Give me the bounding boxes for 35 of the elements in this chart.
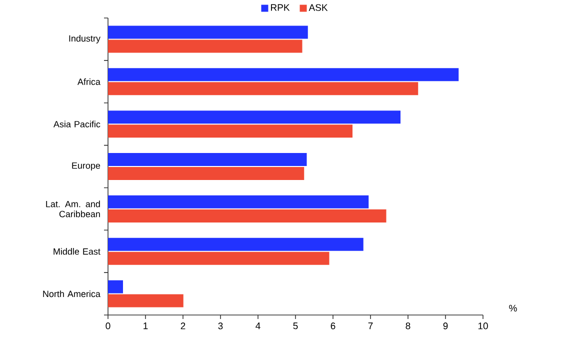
legend-label: RPK [271,4,290,11]
bar [108,68,459,82]
x-tick-label: 4 [256,322,260,330]
y-tick-label: Africa [77,78,100,85]
x-tick-label: 2 [180,322,186,330]
bar [108,209,386,222]
bar [108,167,304,180]
y-tick-label: Industry [69,35,100,44]
bar [108,26,308,39]
y-tick-label: Middle East [54,248,100,255]
bar [108,110,401,124]
bar [108,294,184,308]
bar [108,82,418,96]
bar [108,195,369,208]
legend-label: ASK [308,4,328,11]
bar [108,238,364,251]
x-tick-label: 7 [368,322,373,330]
x-tick-label: 6 [330,322,336,330]
x-axis-title: % [509,304,517,312]
bar [108,124,353,138]
x-tick-label: 0 [106,322,110,330]
x-tick-label: 10 [478,322,488,330]
bar [108,153,307,166]
bar [108,252,330,265]
x-tick-label: 1 [144,322,148,330]
y-tick-label: Europe [72,162,100,171]
x-tick-label: 5 [293,322,298,330]
x-tick-label: 8 [406,322,410,330]
y-tick-label: Lat. Am. and Caribbean [46,200,100,218]
x-tick-label: 3 [218,322,223,330]
bar [108,280,124,294]
y-tick-label: North America [43,290,100,298]
x-tick-label: 9 [443,322,448,330]
bar [108,40,302,53]
y-tick-label: Asia Pacific [53,120,100,128]
